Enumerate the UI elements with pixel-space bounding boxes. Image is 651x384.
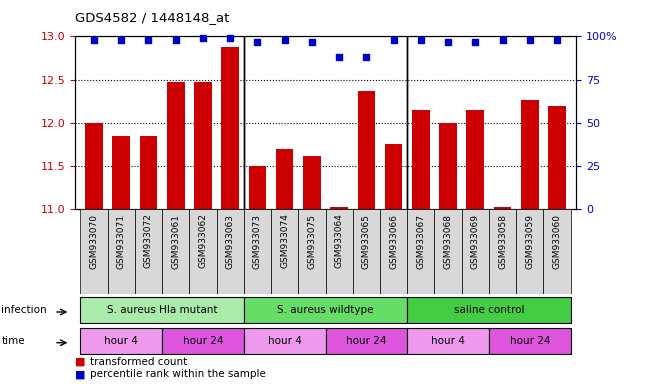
Point bbox=[552, 37, 562, 43]
Text: infection: infection bbox=[1, 305, 47, 315]
Bar bbox=[385, 144, 402, 209]
Text: hour 24: hour 24 bbox=[183, 336, 223, 346]
Text: GSM933068: GSM933068 bbox=[443, 214, 452, 268]
Bar bbox=[221, 47, 239, 209]
Text: transformed count: transformed count bbox=[90, 357, 187, 367]
Bar bbox=[107, 209, 135, 294]
Text: hour 4: hour 4 bbox=[104, 336, 138, 346]
Text: GSM933071: GSM933071 bbox=[117, 214, 126, 268]
Text: ■: ■ bbox=[75, 357, 85, 367]
Bar bbox=[162, 209, 189, 294]
Point bbox=[415, 37, 426, 43]
Bar bbox=[271, 209, 298, 294]
Bar bbox=[298, 209, 326, 294]
Bar bbox=[489, 209, 516, 294]
Bar bbox=[303, 156, 321, 209]
Bar bbox=[462, 209, 489, 294]
Bar bbox=[80, 209, 107, 294]
Bar bbox=[276, 149, 294, 209]
Bar bbox=[408, 328, 489, 354]
Text: GSM933060: GSM933060 bbox=[553, 214, 562, 268]
Bar bbox=[80, 328, 162, 354]
Text: GDS4582 / 1448148_at: GDS4582 / 1448148_at bbox=[75, 12, 229, 25]
Bar bbox=[243, 209, 271, 294]
Text: time: time bbox=[1, 336, 25, 346]
Bar bbox=[326, 209, 353, 294]
Bar bbox=[80, 297, 243, 323]
Bar bbox=[243, 328, 326, 354]
Text: GSM933063: GSM933063 bbox=[226, 214, 234, 268]
Text: saline control: saline control bbox=[454, 305, 524, 315]
Bar bbox=[85, 123, 103, 209]
Text: hour 4: hour 4 bbox=[431, 336, 465, 346]
Text: GSM933058: GSM933058 bbox=[498, 214, 507, 268]
Bar bbox=[439, 123, 457, 209]
Bar bbox=[489, 328, 571, 354]
Bar bbox=[135, 209, 162, 294]
Text: GSM933066: GSM933066 bbox=[389, 214, 398, 268]
Bar bbox=[113, 136, 130, 209]
Bar bbox=[326, 328, 408, 354]
Bar bbox=[493, 207, 512, 209]
Bar bbox=[357, 91, 375, 209]
Text: GSM933072: GSM933072 bbox=[144, 214, 153, 268]
Text: GSM933059: GSM933059 bbox=[525, 214, 534, 268]
Bar bbox=[194, 82, 212, 209]
Bar bbox=[408, 209, 434, 294]
Point bbox=[279, 37, 290, 43]
Text: hour 24: hour 24 bbox=[510, 336, 550, 346]
Bar bbox=[217, 209, 243, 294]
Point bbox=[225, 35, 236, 41]
Point bbox=[497, 37, 508, 43]
Bar bbox=[521, 99, 538, 209]
Bar bbox=[434, 209, 462, 294]
Text: GSM933075: GSM933075 bbox=[307, 214, 316, 268]
Bar bbox=[330, 207, 348, 209]
Text: GSM933065: GSM933065 bbox=[362, 214, 371, 268]
Point bbox=[443, 39, 453, 45]
Text: GSM933067: GSM933067 bbox=[417, 214, 425, 268]
Text: percentile rank within the sample: percentile rank within the sample bbox=[90, 369, 266, 379]
Bar bbox=[162, 328, 243, 354]
Text: S. aureus wildtype: S. aureus wildtype bbox=[277, 305, 374, 315]
Text: ■: ■ bbox=[75, 369, 85, 379]
Bar bbox=[548, 106, 566, 209]
Bar bbox=[516, 209, 544, 294]
Bar bbox=[139, 136, 158, 209]
Text: hour 24: hour 24 bbox=[346, 336, 387, 346]
Point bbox=[361, 54, 372, 60]
Text: GSM933062: GSM933062 bbox=[199, 214, 208, 268]
Point bbox=[198, 35, 208, 41]
Bar bbox=[243, 297, 408, 323]
Text: hour 4: hour 4 bbox=[268, 336, 301, 346]
Text: GSM933074: GSM933074 bbox=[280, 214, 289, 268]
Bar bbox=[353, 209, 380, 294]
Text: GSM933064: GSM933064 bbox=[335, 214, 344, 268]
Point bbox=[525, 37, 535, 43]
Point bbox=[307, 39, 317, 45]
Text: GSM933069: GSM933069 bbox=[471, 214, 480, 268]
Bar bbox=[467, 110, 484, 209]
Bar bbox=[380, 209, 408, 294]
Text: S. aureus Hla mutant: S. aureus Hla mutant bbox=[107, 305, 217, 315]
Bar bbox=[544, 209, 571, 294]
Point bbox=[334, 54, 344, 60]
Text: GSM933070: GSM933070 bbox=[89, 214, 98, 268]
Point bbox=[89, 37, 99, 43]
Point bbox=[171, 37, 181, 43]
Bar bbox=[249, 166, 266, 209]
Bar bbox=[408, 297, 571, 323]
Point bbox=[143, 37, 154, 43]
Point bbox=[252, 39, 262, 45]
Bar bbox=[167, 82, 184, 209]
Bar bbox=[412, 110, 430, 209]
Text: GSM933061: GSM933061 bbox=[171, 214, 180, 268]
Point bbox=[470, 39, 480, 45]
Point bbox=[116, 37, 126, 43]
Bar bbox=[189, 209, 217, 294]
Text: GSM933073: GSM933073 bbox=[253, 214, 262, 268]
Point bbox=[389, 37, 399, 43]
